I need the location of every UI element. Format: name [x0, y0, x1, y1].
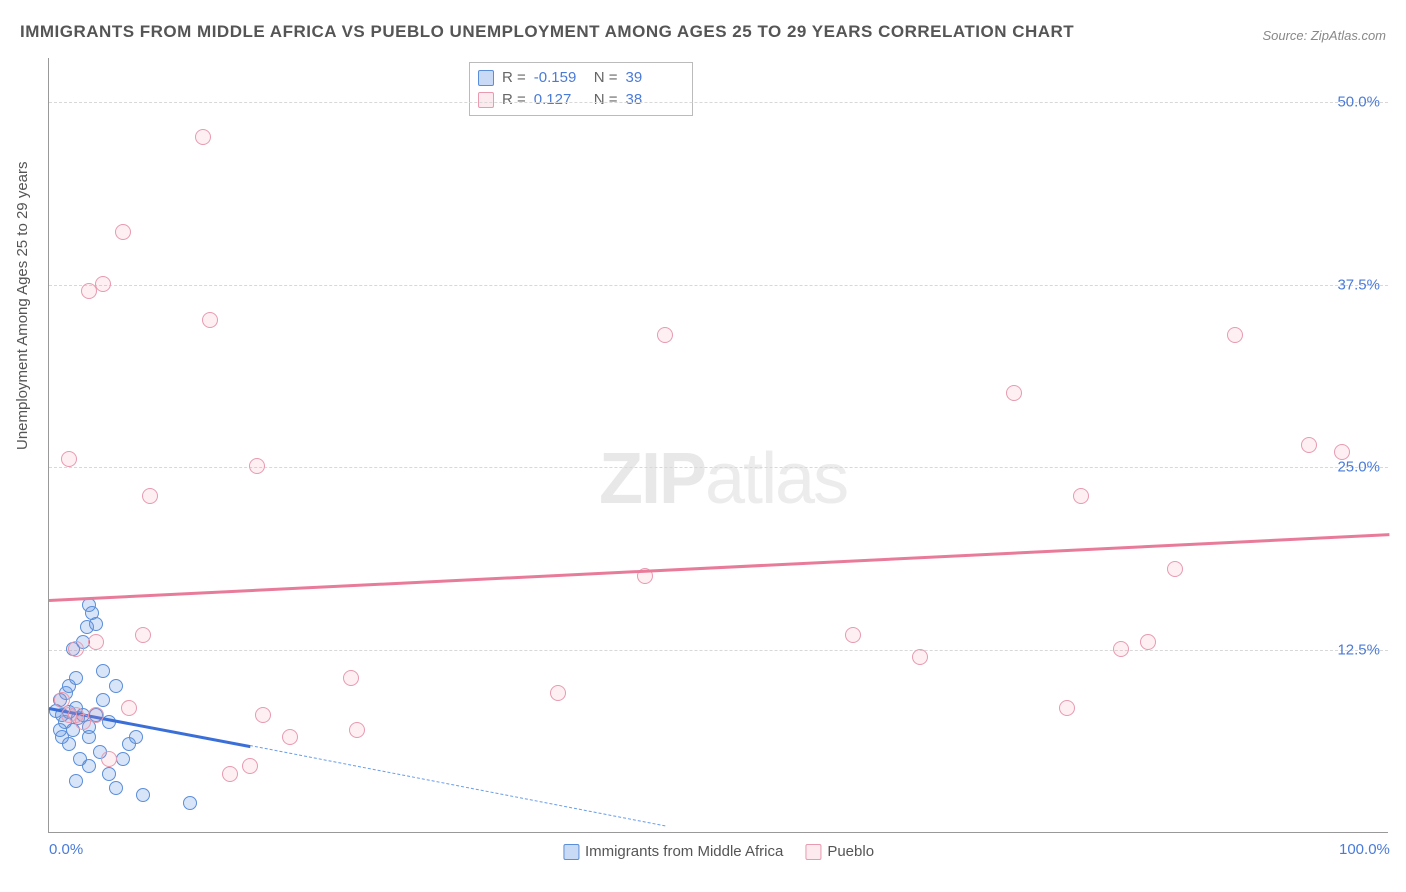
data-point [1059, 700, 1075, 716]
y-axis-label: Unemployment Among Ages 25 to 29 years [14, 161, 31, 450]
data-point [89, 617, 103, 631]
data-point [135, 627, 151, 643]
data-point [1227, 327, 1243, 343]
data-point [195, 129, 211, 145]
data-point [69, 671, 83, 685]
ytick-label: 50.0% [1337, 93, 1380, 110]
data-point [109, 781, 123, 795]
data-point [349, 722, 365, 738]
data-point [88, 634, 104, 650]
stats-row-pink: R = 0.127 N = 38 [478, 89, 678, 111]
data-point [202, 312, 218, 328]
n-label: N = [594, 67, 618, 89]
data-point [183, 796, 197, 810]
legend-label: Pueblo [827, 843, 874, 860]
xtick-label: 100.0% [1339, 841, 1390, 858]
data-point [109, 679, 123, 693]
n-value-pink: 38 [626, 89, 678, 111]
data-point [69, 774, 83, 788]
data-point [102, 767, 116, 781]
chart-title: IMMIGRANTS FROM MIDDLE AFRICA VS PUEBLO … [20, 22, 1074, 42]
stats-legend: R = -0.159 N = 39 R = 0.127 N = 38 [469, 62, 693, 116]
legend-label: Immigrants from Middle Africa [585, 843, 783, 860]
swatch-pink-icon [805, 844, 821, 860]
legend-item-blue: Immigrants from Middle Africa [563, 843, 783, 860]
gridline [49, 285, 1388, 286]
watermark: ZIPatlas [599, 438, 847, 520]
data-point [54, 692, 70, 708]
data-point [282, 729, 298, 745]
data-point [343, 670, 359, 686]
data-point [912, 649, 928, 665]
data-point [68, 641, 84, 657]
stats-row-blue: R = -0.159 N = 39 [478, 67, 678, 89]
data-point [657, 327, 673, 343]
data-point [96, 693, 110, 707]
data-point [115, 224, 131, 240]
data-point [255, 707, 271, 723]
r-label: R = [502, 67, 526, 89]
data-point [95, 276, 111, 292]
ytick-label: 12.5% [1337, 642, 1380, 659]
data-point [101, 751, 117, 767]
ytick-label: 25.0% [1337, 459, 1380, 476]
data-point [1073, 488, 1089, 504]
data-point [88, 707, 104, 723]
data-point [845, 627, 861, 643]
data-point [1334, 444, 1350, 460]
data-point [1006, 385, 1022, 401]
data-point [96, 664, 110, 678]
data-point [136, 788, 150, 802]
source-attribution: Source: ZipAtlas.com [1262, 28, 1386, 43]
data-point [62, 737, 76, 751]
watermark-light: atlas [705, 439, 847, 519]
data-point [73, 752, 87, 766]
gridline [49, 102, 1388, 103]
watermark-bold: ZIP [599, 439, 705, 519]
swatch-blue-icon [478, 70, 494, 86]
chart-container: IMMIGRANTS FROM MIDDLE AFRICA VS PUEBLO … [0, 0, 1406, 892]
data-point [222, 766, 238, 782]
series-legend: Immigrants from Middle Africa Pueblo [563, 843, 874, 860]
data-point [249, 458, 265, 474]
data-point [1301, 437, 1317, 453]
r-value-blue: -0.159 [534, 67, 586, 89]
r-value-pink: 0.127 [534, 89, 586, 111]
data-point [129, 730, 143, 744]
ytick-label: 37.5% [1337, 276, 1380, 293]
n-value-blue: 39 [626, 67, 678, 89]
xtick-label: 0.0% [49, 841, 83, 858]
data-point [1140, 634, 1156, 650]
n-label: N = [594, 89, 618, 111]
data-point [61, 451, 77, 467]
data-point [242, 758, 258, 774]
legend-item-pink: Pueblo [805, 843, 874, 860]
swatch-pink-icon [478, 92, 494, 108]
data-point [116, 752, 130, 766]
gridline [49, 650, 1388, 651]
r-label: R = [502, 89, 526, 111]
data-point [121, 700, 137, 716]
plot-area: ZIPatlas R = -0.159 N = 39 R = 0.127 N =… [48, 58, 1388, 833]
data-point [142, 488, 158, 504]
swatch-blue-icon [563, 844, 579, 860]
data-point [550, 685, 566, 701]
data-point [53, 723, 67, 737]
trend-line [49, 533, 1389, 601]
data-point [1113, 641, 1129, 657]
data-point [82, 730, 96, 744]
trend-line-extrapolated [250, 745, 666, 826]
data-point [1167, 561, 1183, 577]
